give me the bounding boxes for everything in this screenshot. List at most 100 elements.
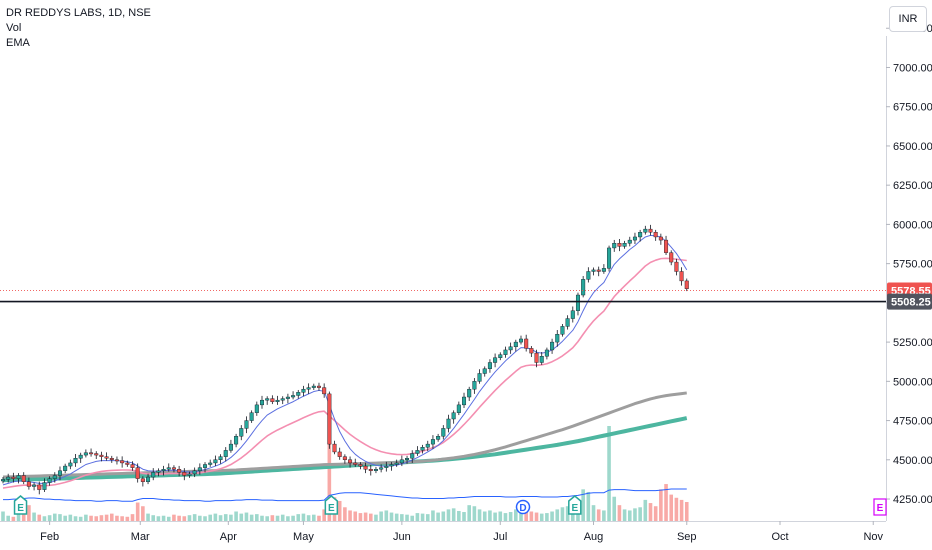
- y-tick-label: 5750.00: [893, 259, 932, 271]
- candle-body: [187, 473, 192, 476]
- candle-body: [332, 443, 337, 453]
- volume-bar: [534, 512, 539, 521]
- volume-bar: [301, 513, 306, 521]
- candle-body: [477, 373, 482, 382]
- volume-bar: [384, 510, 389, 521]
- candle-body: [311, 385, 316, 388]
- candle-body: [565, 318, 570, 327]
- y-tick-label: 7000.00: [893, 62, 932, 74]
- candle-body: [6, 476, 11, 480]
- volume-bar: [353, 511, 358, 521]
- y-tick-label: 6750.00: [893, 102, 932, 114]
- candle-body: [436, 436, 441, 440]
- volume-bar: [524, 510, 528, 521]
- volume-bar: [104, 514, 109, 521]
- candle-body: [446, 418, 451, 429]
- volume-bar: [436, 512, 440, 521]
- volume-bar: [99, 515, 104, 521]
- candle-body: [503, 349, 508, 355]
- candle-body: [679, 271, 684, 282]
- candle-body: [182, 472, 187, 476]
- ema-lines: [2, 234, 688, 489]
- level-tag-label: 5508.25: [891, 297, 931, 309]
- candle-body: [208, 462, 213, 465]
- candle-body: [607, 247, 612, 269]
- y-tick-label: 4250.00: [893, 494, 932, 506]
- volume-bar: [441, 511, 446, 521]
- volume-bar: [622, 509, 627, 521]
- volume-bar: [363, 512, 368, 521]
- candle-body: [430, 439, 435, 445]
- volume-bar: [591, 505, 596, 521]
- event-marker-label: E: [571, 503, 578, 514]
- legend-vol[interactable]: Vol: [6, 22, 22, 34]
- candle-body: [177, 469, 182, 473]
- volume-bar: [343, 507, 347, 521]
- candle-body: [223, 450, 228, 457]
- volume-bar: [358, 513, 363, 521]
- volume-bar: [260, 515, 264, 521]
- y-tick-label: 4750.00: [893, 416, 932, 428]
- event-marker-label: D: [519, 503, 526, 514]
- volume-bar: [280, 514, 285, 521]
- candle-body: [379, 467, 384, 470]
- candle-body: [83, 452, 88, 456]
- candle-body: [140, 478, 145, 482]
- candle-body: [11, 476, 16, 479]
- volume-bar: [405, 514, 409, 521]
- candle-body: [26, 481, 31, 487]
- candle-body: [63, 465, 68, 471]
- candle-body: [487, 362, 492, 369]
- volume-bar: [451, 508, 456, 521]
- volume-bar: [446, 509, 451, 521]
- volume-bar: [53, 513, 57, 521]
- candle-body: [239, 428, 244, 437]
- candle-body: [358, 464, 363, 467]
- candles: [1, 224, 689, 495]
- level-tag-bg: [887, 293, 932, 310]
- x-tick-label: Apr: [220, 531, 237, 543]
- ema-gray-line: [2, 391, 687, 479]
- candle-body: [353, 462, 358, 465]
- event-marker-label: E: [328, 503, 335, 514]
- volume-bar: [78, 516, 83, 521]
- volume-bar: [322, 509, 326, 521]
- legend-ema[interactable]: EMA: [6, 37, 30, 49]
- volume-bar: [84, 514, 88, 521]
- candle-body: [363, 465, 368, 470]
- candle-body: [135, 467, 140, 479]
- y-tick-label: 5250.00: [893, 337, 932, 349]
- candle-body: [192, 470, 197, 475]
- candle-body: [410, 453, 415, 459]
- candle-body: [234, 436, 239, 445]
- candle-body: [78, 454, 83, 459]
- candle-body: [327, 393, 332, 445]
- candle-body: [348, 459, 353, 464]
- volume-bar: [508, 512, 513, 521]
- currency-button[interactable]: INR: [889, 6, 927, 32]
- volume-bar: [420, 513, 425, 521]
- candle-body: [306, 387, 311, 390]
- volume-bar: [653, 506, 658, 521]
- future-earnings-marker: [873, 498, 887, 516]
- volume-bar: [317, 515, 321, 521]
- volume-bar: [182, 516, 187, 521]
- event-marker-label: E: [877, 503, 884, 514]
- volume-bar: [586, 491, 591, 521]
- candle-body: [653, 232, 658, 238]
- volume-bar: [135, 502, 140, 521]
- volume-bar: [612, 496, 617, 521]
- volume-bar: [234, 511, 238, 521]
- candle-body: [89, 452, 94, 455]
- candle-body: [337, 451, 342, 457]
- x-tick-label: Sep: [677, 531, 697, 543]
- volume-bar: [348, 510, 352, 521]
- volume-bar: [32, 512, 36, 521]
- volume-bar: [291, 515, 295, 521]
- volume-bar: [296, 514, 301, 521]
- candle-body: [664, 239, 669, 253]
- volume-bar: [648, 503, 653, 521]
- candle-body: [373, 469, 378, 471]
- candle-body: [301, 388, 306, 393]
